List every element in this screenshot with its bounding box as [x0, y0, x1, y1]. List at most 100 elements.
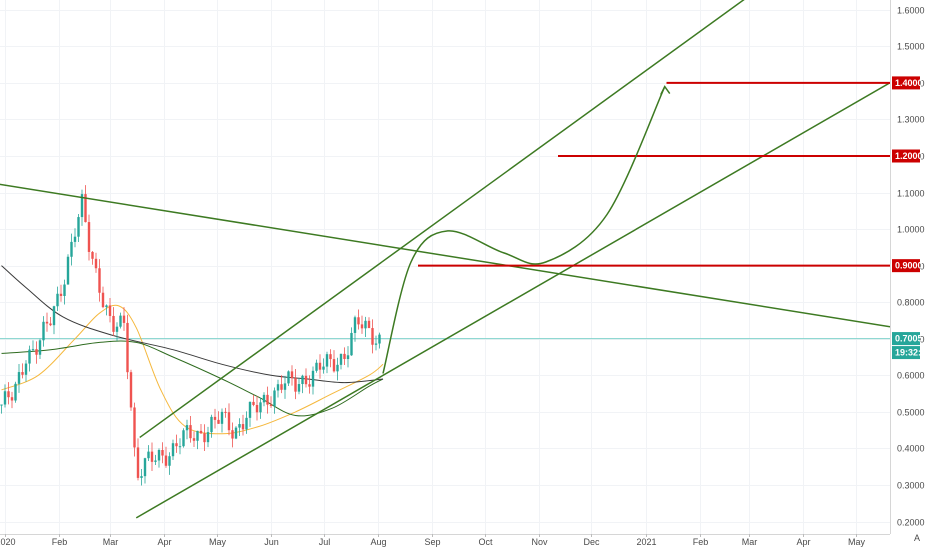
x-tick-label: Jul — [319, 537, 331, 547]
candle-body — [126, 322, 129, 373]
y-tick-label: 1.1000 — [897, 189, 925, 199]
candle-body — [14, 383, 17, 401]
x-tick-label: Sep — [424, 537, 440, 547]
x-tick-label: Jun — [264, 537, 279, 547]
candle-body — [224, 411, 227, 413]
auto-scale-toggle[interactable]: A — [913, 533, 920, 543]
level-price-tag-label: 1.4000 — [895, 78, 923, 88]
candle-body — [28, 349, 31, 364]
projection-arrow-head — [660, 85, 671, 95]
candle-body — [140, 476, 143, 478]
candle-body — [374, 343, 378, 345]
x-tick-label: Dec — [583, 537, 600, 547]
candle-body — [10, 397, 14, 401]
y-tick-label: 1.5000 — [897, 42, 925, 52]
moving-average-line — [1, 304, 384, 435]
candle-body — [157, 449, 161, 461]
projection-curve[interactable] — [382, 86, 666, 374]
current-price-tag-label: 0.7005 — [895, 334, 923, 344]
candle-body — [38, 340, 42, 355]
time-axis[interactable]: 2020 Feb Mar Apr May Jun Jul Aug Sep Oct Nov Dec 202… — [0, 534, 865, 547]
candle-body — [234, 427, 238, 439]
level-price-tag-label: 1.2000 — [895, 151, 923, 161]
candle-body — [7, 391, 10, 398]
candles — [0, 185, 381, 486]
candle-body — [21, 372, 24, 375]
price-tags: 1.4000 1.2000 0.9000 0.7005 19:32:02 — [892, 76, 931, 360]
plot-area[interactable] — [0, 0, 915, 519]
bar-countdown-tag-label: 19:32:02 — [895, 348, 931, 358]
candle-body — [311, 370, 315, 387]
candle-body — [273, 390, 276, 406]
candle-body — [112, 315, 115, 332]
candle-body — [241, 424, 245, 430]
candle-body — [196, 430, 199, 441]
x-tick-label: Mar — [742, 537, 758, 547]
candle-body — [108, 305, 112, 316]
level-price-tag-label: 0.9000 — [895, 261, 923, 271]
candle-body — [168, 456, 171, 466]
candle-body — [266, 394, 269, 405]
level-price-tag-background — [892, 259, 920, 273]
candle-body — [105, 305, 108, 308]
y-tick-label: 1.6000 — [897, 6, 925, 16]
candle-body — [350, 332, 353, 356]
candle-body — [101, 292, 105, 308]
trendline[interactable] — [135, 68, 915, 519]
candle-body — [206, 432, 210, 443]
x-tick-label: Mar — [103, 537, 119, 547]
candle-body — [343, 353, 346, 360]
candle-body — [45, 321, 49, 324]
x-tick-label: May — [209, 537, 227, 547]
y-tick-label: 1.3000 — [897, 115, 925, 125]
candle-body — [31, 349, 35, 351]
x-tick-label: Feb — [52, 537, 68, 547]
candle-body — [280, 384, 283, 390]
candle-body — [252, 401, 255, 405]
candle-body — [353, 317, 357, 333]
candle-body — [360, 324, 364, 329]
candle-body — [77, 217, 80, 237]
trendline[interactable] — [139, 0, 826, 439]
y-tick-label: 0.3000 — [897, 481, 925, 491]
current-price-tag: 0.7005 — [892, 332, 923, 346]
candle-body — [304, 375, 308, 385]
current-price-tag-background — [892, 332, 920, 346]
candle-body — [371, 328, 374, 345]
candle-body — [147, 451, 150, 459]
candle-body — [262, 394, 266, 403]
candle-body — [322, 366, 325, 370]
candle-body — [91, 251, 94, 259]
candle-body — [119, 315, 122, 327]
level-price-tag: 1.4000 — [892, 76, 923, 90]
candle-body — [161, 449, 164, 456]
candle-body — [63, 284, 66, 296]
candle-body — [49, 323, 52, 326]
level-price-tag: 0.9000 — [892, 259, 923, 273]
x-tick-label: Feb — [693, 537, 709, 547]
candle-body — [84, 194, 87, 223]
candle-body — [213, 416, 217, 420]
candle-body — [175, 443, 178, 447]
candle-body — [346, 355, 350, 360]
candle-body — [220, 411, 224, 424]
x-tick-label: Nov — [531, 537, 548, 547]
candle-body — [70, 241, 73, 257]
candle-body — [308, 384, 311, 387]
trendline[interactable] — [0, 178, 915, 331]
y-tick-label: 0.5000 — [897, 408, 925, 418]
candle-body — [171, 443, 175, 457]
candle-body — [80, 194, 84, 218]
candle-body — [297, 384, 301, 392]
candle-body — [332, 359, 336, 372]
candle-body — [182, 430, 185, 447]
candle-body — [248, 401, 252, 418]
x-tick-label: 2021 — [636, 537, 656, 547]
moving-average-line — [1, 340, 384, 417]
candle-body — [3, 391, 7, 405]
x-tick-label: 2020 — [0, 537, 16, 547]
candle-body — [287, 371, 290, 384]
candle-body — [98, 268, 101, 293]
candle-body — [276, 384, 280, 391]
moving-average-line — [1, 265, 384, 384]
